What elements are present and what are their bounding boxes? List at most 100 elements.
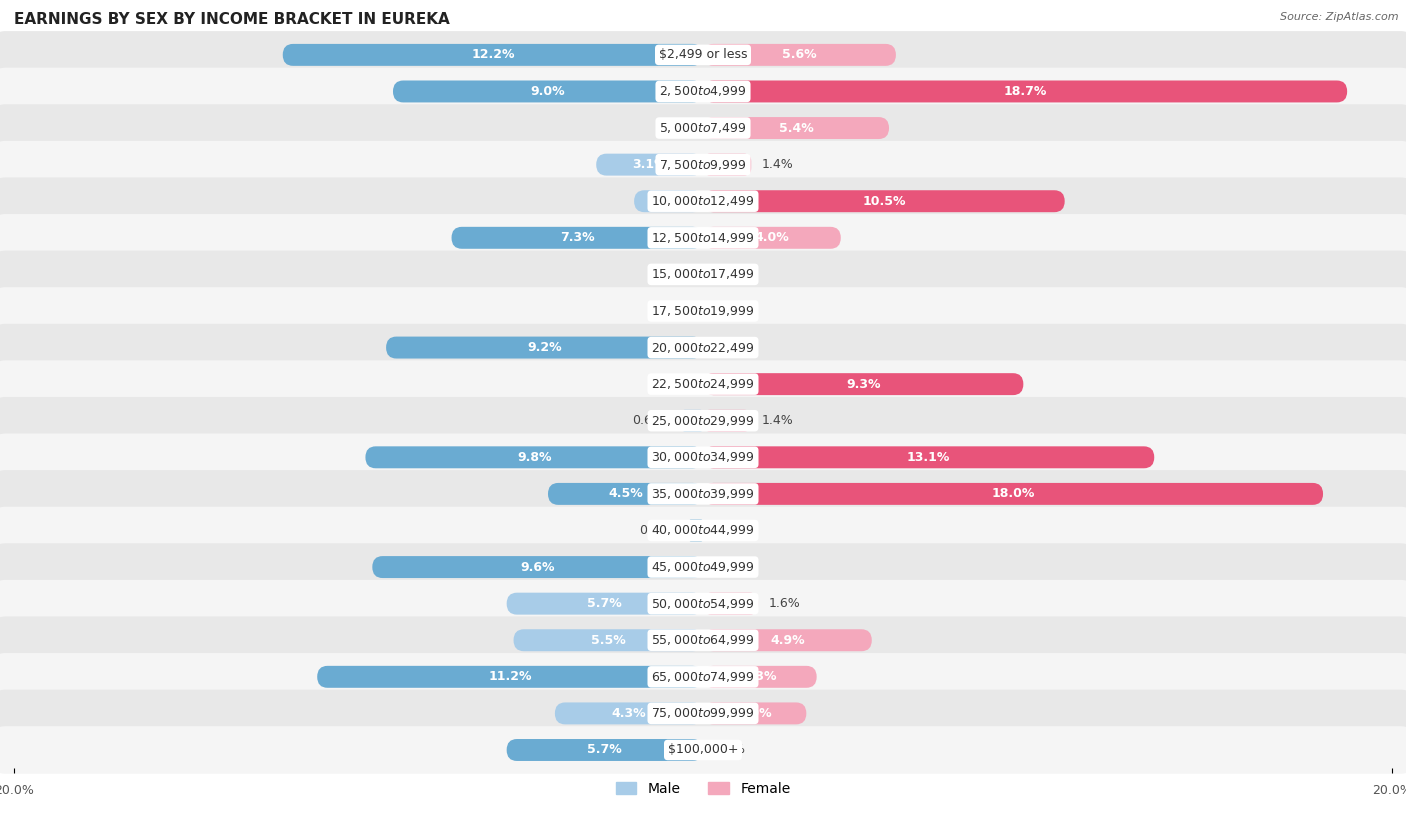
FancyBboxPatch shape: [0, 506, 1406, 554]
FancyBboxPatch shape: [0, 470, 1406, 518]
Text: $17,500 to $19,999: $17,500 to $19,999: [651, 304, 755, 318]
FancyBboxPatch shape: [318, 666, 703, 688]
Text: 0.0%: 0.0%: [661, 305, 693, 317]
Text: 5.4%: 5.4%: [779, 122, 814, 134]
Text: $22,500 to $24,999: $22,500 to $24,999: [651, 377, 755, 391]
Text: 5.6%: 5.6%: [782, 49, 817, 61]
Text: 4.3%: 4.3%: [612, 707, 647, 720]
FancyBboxPatch shape: [451, 227, 703, 249]
Text: $30,000 to $34,999: $30,000 to $34,999: [651, 450, 755, 464]
Text: 9.2%: 9.2%: [527, 341, 562, 354]
Text: $50,000 to $54,999: $50,000 to $54,999: [651, 597, 755, 611]
Text: 0.0%: 0.0%: [661, 268, 693, 280]
Text: 0.41%: 0.41%: [638, 524, 679, 537]
Text: 4.9%: 4.9%: [770, 634, 804, 646]
FancyBboxPatch shape: [596, 154, 703, 176]
FancyBboxPatch shape: [0, 653, 1406, 701]
FancyBboxPatch shape: [703, 629, 872, 651]
Text: $10,000 to $12,499: $10,000 to $12,499: [651, 194, 755, 208]
FancyBboxPatch shape: [703, 666, 817, 688]
FancyBboxPatch shape: [703, 190, 1064, 212]
FancyBboxPatch shape: [703, 80, 1347, 102]
FancyBboxPatch shape: [0, 324, 1406, 372]
Text: 0.0%: 0.0%: [713, 268, 745, 280]
FancyBboxPatch shape: [703, 373, 1024, 395]
Text: 5.7%: 5.7%: [588, 744, 623, 756]
FancyBboxPatch shape: [703, 702, 807, 724]
FancyBboxPatch shape: [387, 337, 703, 359]
Text: $7,500 to $9,999: $7,500 to $9,999: [659, 158, 747, 172]
Text: $25,000 to $29,999: $25,000 to $29,999: [651, 414, 755, 428]
Text: 3.3%: 3.3%: [742, 671, 778, 683]
FancyBboxPatch shape: [506, 593, 703, 615]
Text: 4.5%: 4.5%: [609, 488, 643, 500]
Text: $45,000 to $49,999: $45,000 to $49,999: [651, 560, 755, 574]
Text: 3.0%: 3.0%: [737, 707, 772, 720]
FancyBboxPatch shape: [366, 446, 703, 468]
Text: 9.8%: 9.8%: [517, 451, 551, 463]
FancyBboxPatch shape: [0, 580, 1406, 628]
Text: 0.0%: 0.0%: [713, 341, 745, 354]
Text: 9.3%: 9.3%: [846, 378, 880, 390]
Text: 2.0%: 2.0%: [651, 195, 686, 207]
Text: $55,000 to $64,999: $55,000 to $64,999: [651, 633, 755, 647]
FancyBboxPatch shape: [506, 739, 703, 761]
Text: 0.0%: 0.0%: [713, 561, 745, 573]
FancyBboxPatch shape: [703, 593, 758, 615]
Text: 1.4%: 1.4%: [762, 415, 793, 427]
FancyBboxPatch shape: [0, 104, 1406, 152]
Text: $15,000 to $17,499: $15,000 to $17,499: [651, 267, 755, 281]
Text: $40,000 to $44,999: $40,000 to $44,999: [651, 524, 755, 537]
FancyBboxPatch shape: [283, 44, 703, 66]
FancyBboxPatch shape: [0, 287, 1406, 335]
FancyBboxPatch shape: [513, 629, 703, 651]
FancyBboxPatch shape: [703, 154, 751, 176]
Text: 9.6%: 9.6%: [520, 561, 555, 573]
FancyBboxPatch shape: [555, 702, 703, 724]
Text: 7.3%: 7.3%: [560, 232, 595, 244]
Text: $65,000 to $74,999: $65,000 to $74,999: [651, 670, 755, 684]
Text: $2,500 to $4,999: $2,500 to $4,999: [659, 85, 747, 98]
Text: 0.0%: 0.0%: [661, 122, 693, 134]
Text: 18.0%: 18.0%: [991, 488, 1035, 500]
FancyBboxPatch shape: [0, 689, 1406, 737]
Text: 1.6%: 1.6%: [769, 598, 800, 610]
FancyBboxPatch shape: [0, 543, 1406, 591]
Text: 3.1%: 3.1%: [633, 159, 666, 171]
FancyBboxPatch shape: [0, 433, 1406, 481]
Legend: Male, Female: Male, Female: [610, 776, 796, 802]
Text: $2,499 or less: $2,499 or less: [659, 49, 747, 61]
FancyBboxPatch shape: [0, 177, 1406, 225]
Text: Source: ZipAtlas.com: Source: ZipAtlas.com: [1281, 12, 1399, 22]
Text: 1.4%: 1.4%: [762, 159, 793, 171]
Text: 0.61%: 0.61%: [631, 415, 672, 427]
FancyBboxPatch shape: [0, 250, 1406, 298]
Text: 11.2%: 11.2%: [488, 671, 531, 683]
Text: 0.0%: 0.0%: [661, 378, 693, 390]
Text: 18.7%: 18.7%: [1004, 85, 1046, 98]
Text: 0.0%: 0.0%: [713, 305, 745, 317]
FancyBboxPatch shape: [548, 483, 703, 505]
FancyBboxPatch shape: [0, 141, 1406, 189]
FancyBboxPatch shape: [703, 44, 896, 66]
Text: $12,500 to $14,999: $12,500 to $14,999: [651, 231, 755, 245]
FancyBboxPatch shape: [703, 410, 751, 432]
FancyBboxPatch shape: [703, 227, 841, 249]
FancyBboxPatch shape: [373, 556, 703, 578]
FancyBboxPatch shape: [689, 520, 703, 541]
Text: $5,000 to $7,499: $5,000 to $7,499: [659, 121, 747, 135]
FancyBboxPatch shape: [634, 190, 703, 212]
FancyBboxPatch shape: [703, 446, 1154, 468]
Text: 0.0%: 0.0%: [713, 524, 745, 537]
FancyBboxPatch shape: [682, 410, 703, 432]
FancyBboxPatch shape: [0, 726, 1406, 774]
Text: 13.1%: 13.1%: [907, 451, 950, 463]
Text: $20,000 to $22,499: $20,000 to $22,499: [651, 341, 755, 354]
Text: $75,000 to $99,999: $75,000 to $99,999: [651, 706, 755, 720]
Text: 10.5%: 10.5%: [862, 195, 905, 207]
Text: $35,000 to $39,999: $35,000 to $39,999: [651, 487, 755, 501]
Text: 5.7%: 5.7%: [588, 598, 623, 610]
FancyBboxPatch shape: [0, 214, 1406, 262]
FancyBboxPatch shape: [0, 397, 1406, 445]
Text: EARNINGS BY SEX BY INCOME BRACKET IN EUREKA: EARNINGS BY SEX BY INCOME BRACKET IN EUR…: [14, 12, 450, 27]
